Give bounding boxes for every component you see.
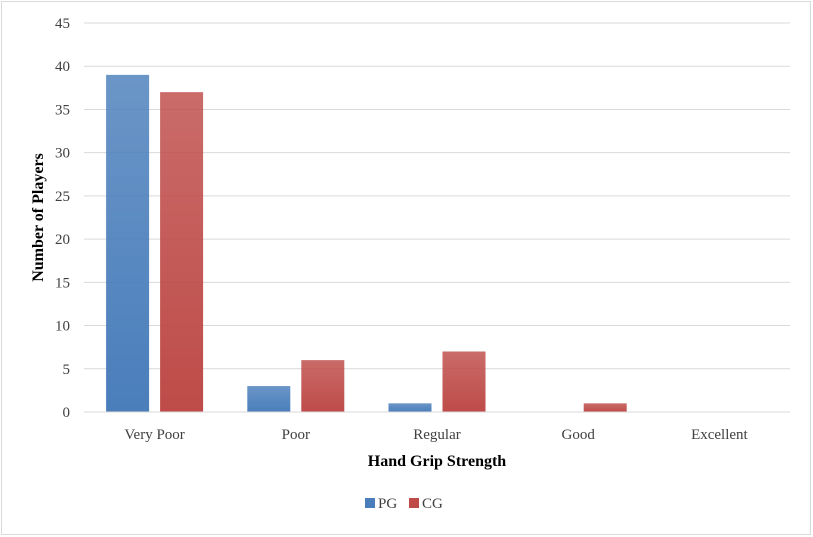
bar-pg-very-poor — [106, 74, 150, 412]
bar-cg-good — [583, 403, 627, 412]
y-axis-ticks: 0 5 10 15 20 25 30 35 40 45 — [55, 16, 70, 421]
x-axis-title: Hand Grip Strength — [368, 453, 507, 470]
x-tick-label: Poor — [282, 427, 310, 443]
bar-cg-very-poor — [160, 92, 204, 413]
legend: PG CG — [365, 496, 443, 512]
y-tick-label: 5 — [63, 362, 71, 378]
y-tick-label: 15 — [55, 275, 70, 291]
bars — [106, 74, 627, 413]
legend-swatch — [409, 498, 419, 508]
y-tick-label: 35 — [55, 102, 70, 118]
legend-label: CG — [422, 496, 443, 512]
x-axis-ticks: Very Poor Poor Regular Good Excellent — [124, 427, 748, 443]
bar-pg-regular — [388, 403, 432, 412]
bar-cg-regular — [442, 351, 486, 412]
y-tick-label: 10 — [55, 319, 70, 335]
x-tick-label: Very Poor — [124, 427, 184, 443]
x-tick-label: Good — [562, 427, 596, 443]
legend-item-cg: CG — [409, 496, 443, 512]
y-tick-label: 0 — [63, 405, 71, 421]
y-tick-label: 45 — [55, 16, 70, 32]
legend-label: PG — [378, 496, 397, 512]
bar-cg-poor — [301, 360, 345, 412]
y-tick-label: 40 — [55, 59, 70, 75]
y-tick-label: 25 — [55, 189, 70, 205]
legend-swatch — [365, 498, 375, 508]
x-tick-label: Regular — [413, 427, 460, 443]
y-tick-label: 20 — [55, 232, 70, 248]
legend-item-pg: PG — [365, 496, 397, 512]
bar-pg-poor — [247, 386, 291, 412]
y-tick-label: 30 — [55, 146, 70, 162]
x-tick-label: Excellent — [691, 427, 748, 443]
y-axis-title: Number of Players — [30, 153, 47, 282]
